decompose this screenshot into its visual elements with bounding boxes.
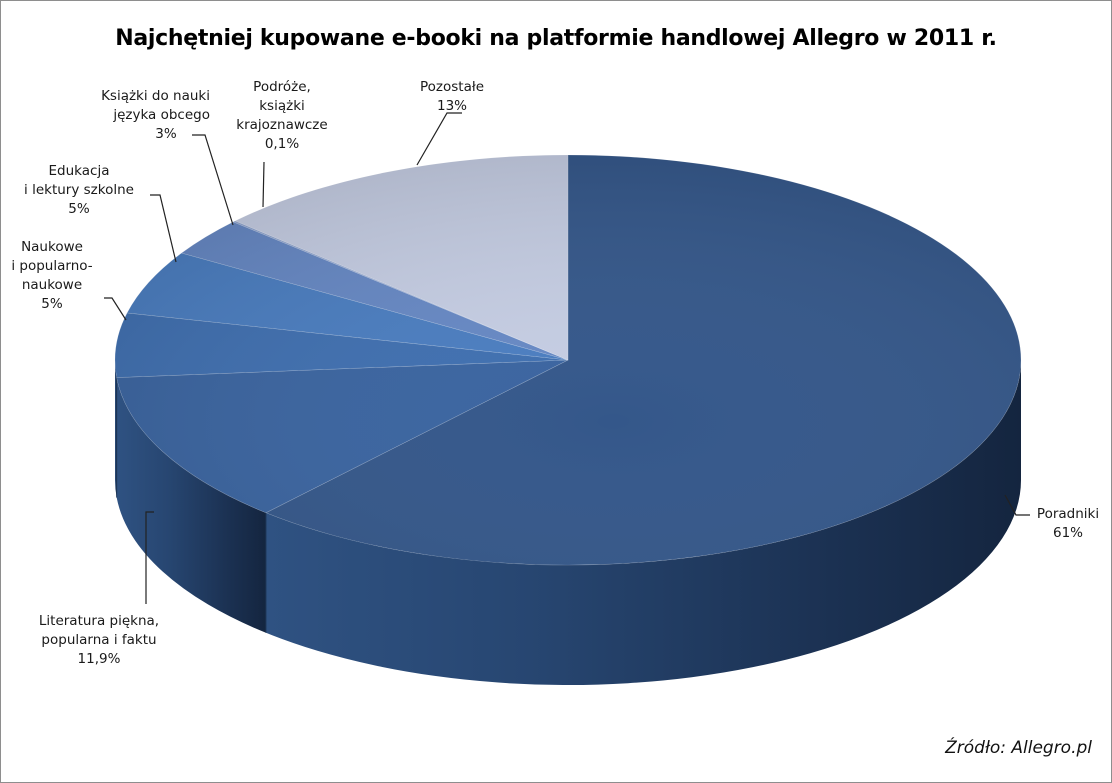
slice-name: książki (259, 98, 305, 114)
slice-name: Edukacja (48, 163, 110, 179)
slice-name: krajoznawcze (236, 117, 328, 133)
leader-line-edukacja (150, 194, 177, 263)
slice-value: 11,9% (77, 651, 121, 667)
slice-value: 3% (155, 126, 177, 142)
slice-value: 13% (437, 98, 468, 114)
leader-line-pozostale (416, 112, 462, 166)
slice-value: 61% (1052, 525, 1083, 541)
slice-value: 0,1% (264, 136, 300, 152)
leader-line-literatura (145, 511, 154, 604)
slice-label-naukowe: Naukowe i popularno- naukowe 5% (2, 238, 102, 314)
slice-label-literatura: Literatura piękna, popularna i faktu 11,… (14, 612, 184, 669)
slice-label-jezyki: Książki do nauki języka obcego 3% (62, 87, 210, 144)
leader-line-jezyki (192, 134, 234, 226)
slice-label-edukacja: Edukacja i lektury szkolne 5% (6, 162, 152, 219)
slice-value: 5% (68, 201, 90, 217)
slice-label-podroze: Podróże, książki krajoznawcze 0,1% (228, 78, 336, 154)
slice-label-poradniki: Poradniki 61% (1028, 505, 1108, 543)
slice-name: Literatura piękna, (38, 613, 160, 629)
pie-side-poradniki (265, 360, 1022, 686)
slice-name: Książki do nauki (101, 88, 210, 104)
slice-name: i popularno- (11, 258, 93, 274)
slice-name: języka obcego (113, 107, 210, 123)
slice-label-pozostale: Pozostałe 13% (420, 78, 484, 116)
slice-value: 5% (41, 296, 63, 312)
slice-name: Podróże, (253, 79, 311, 95)
chart-title: Najchętniej kupowane e-booki na platform… (115, 26, 997, 51)
slice-name: i lektury szkolne (24, 182, 134, 198)
slice-name: Pozostałe (420, 79, 485, 95)
slice-name: Naukowe (21, 239, 83, 255)
source-note: Źródło: Allegro.pl (945, 738, 1092, 758)
leader-line-naukowe (104, 297, 127, 321)
slice-name: Poradniki (1036, 506, 1100, 522)
slice-name: naukowe (21, 277, 83, 293)
leader-line-poradniki (1004, 494, 1030, 516)
leader-line-podroze (262, 161, 265, 208)
slice-name: popularna i faktu (41, 632, 157, 648)
